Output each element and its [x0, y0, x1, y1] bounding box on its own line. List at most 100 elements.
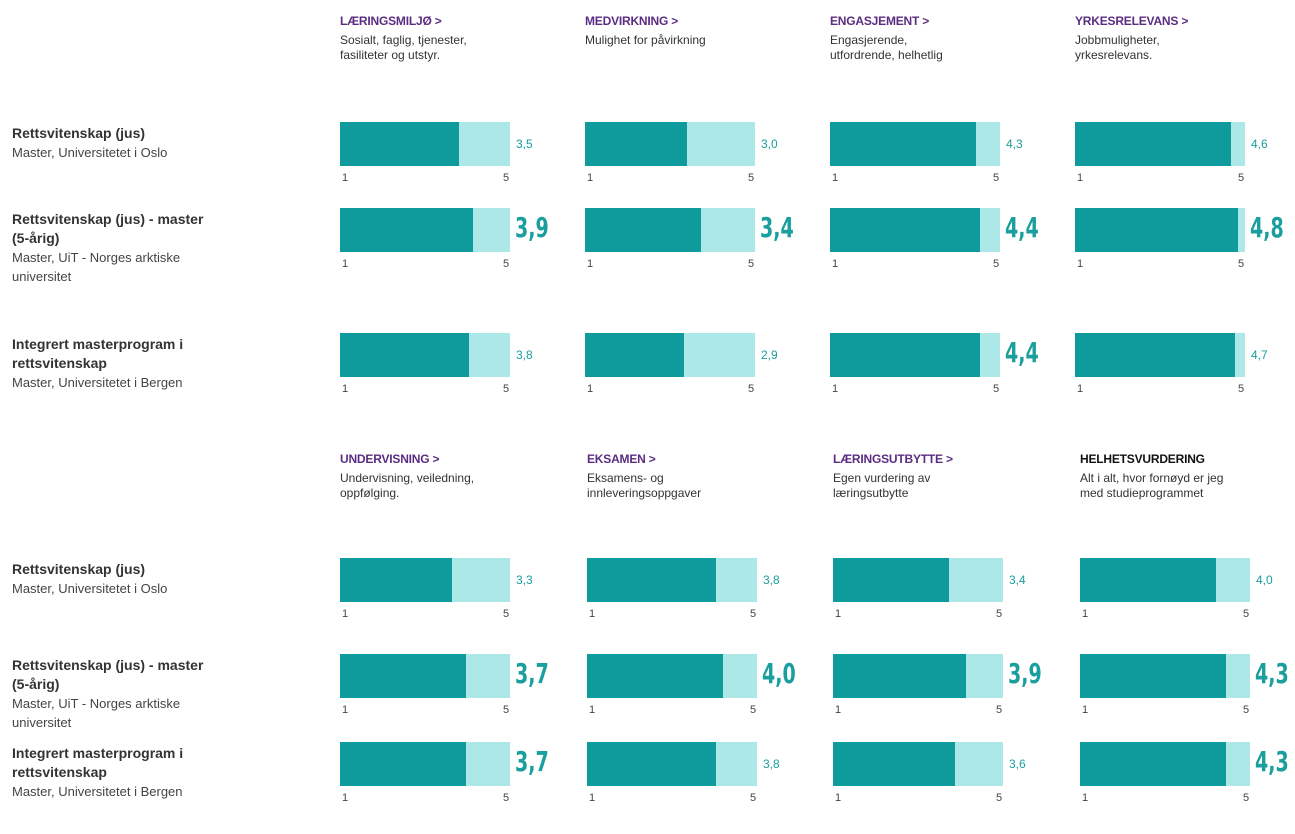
program-name: Rettsvitenskap (jus)	[12, 561, 146, 577]
score-label: 3,9	[1008, 657, 1042, 690]
scale-max: 5	[1243, 608, 1250, 620]
criterion-desc: Mulighet for påvirkning	[585, 33, 706, 47]
score-label: 4,3	[1006, 137, 1023, 151]
score-label: 3,8	[763, 757, 780, 771]
program-name: Rettsvitenskap (jus)	[12, 125, 146, 141]
score-label: 4,0	[1256, 573, 1273, 587]
scale-min: 1	[1082, 608, 1089, 620]
bar	[340, 122, 459, 166]
scale-min: 1	[342, 608, 349, 620]
program-name: Integrert masterprogram i	[12, 745, 184, 761]
scale-min: 1	[835, 608, 842, 620]
scale-max: 5	[748, 172, 755, 184]
scale-min: 1	[589, 704, 596, 716]
scale-max: 5	[503, 792, 510, 804]
scale-max: 5	[503, 172, 510, 184]
score-label: 4,0	[762, 657, 796, 690]
program-sub: Master, Universitetet i Bergen	[12, 375, 183, 390]
score-label: 4,3	[1255, 745, 1289, 778]
scale-max: 5	[750, 608, 757, 620]
bar	[1075, 208, 1239, 252]
scale-min: 1	[342, 792, 349, 804]
program-name: (5-årig)	[12, 676, 60, 692]
criterion-title[interactable]: UNDERVISNING >	[340, 452, 440, 466]
scale-max: 5	[996, 792, 1003, 804]
score-label: 4,7	[1251, 348, 1268, 362]
criterion-title[interactable]: YRKESRELEVANS >	[1075, 14, 1189, 28]
scale-min: 1	[587, 258, 594, 270]
scale-min: 1	[342, 383, 349, 395]
scale-min: 1	[1077, 383, 1084, 395]
scale-max: 5	[993, 172, 1000, 184]
program-sub: universitet	[12, 715, 72, 730]
scale-min: 1	[1082, 704, 1089, 716]
criterion-title[interactable]: EKSAMEN >	[587, 452, 656, 466]
scale-max: 5	[748, 258, 755, 270]
program-name: Integrert masterprogram i	[12, 336, 184, 352]
score-label: 4,4	[1005, 336, 1039, 369]
program-name: rettsvitenskap	[12, 355, 107, 371]
criterion-title[interactable]: LÆRINGSMILJØ >	[340, 14, 442, 28]
scale-min: 1	[342, 258, 349, 270]
score-label: 3,7	[515, 745, 549, 778]
scale-min: 1	[589, 792, 596, 804]
criterion-title[interactable]: LÆRINGSUTBYTTE >	[833, 452, 953, 466]
bar	[585, 208, 701, 252]
scale-max: 5	[750, 704, 757, 716]
scale-min: 1	[342, 704, 349, 716]
score-label: 3,4	[1009, 573, 1026, 587]
criterion-desc: læringsutbytte	[833, 486, 909, 500]
score-label: 3,8	[516, 348, 533, 362]
score-label: 4,8	[1250, 211, 1284, 244]
scale-max: 5	[1243, 792, 1250, 804]
bar	[830, 333, 980, 377]
criterion-desc: oppfølging.	[340, 486, 400, 500]
scale-min: 1	[832, 172, 839, 184]
criterion-title[interactable]: ENGASJEMENT >	[830, 14, 930, 28]
bar	[830, 122, 977, 166]
bar	[587, 742, 717, 786]
criterion-desc: Eksamens- og	[587, 471, 664, 485]
scale-min: 1	[342, 172, 349, 184]
score-label: 3,4	[760, 211, 794, 244]
bar	[1075, 122, 1232, 166]
bar	[1080, 558, 1216, 602]
program-sub: Master, Universitetet i Oslo	[12, 145, 168, 160]
scale-max: 5	[750, 792, 757, 804]
scale-max: 5	[1243, 704, 1250, 716]
score-label: 4,4	[1005, 211, 1039, 244]
scale-max: 5	[993, 258, 1000, 270]
bar	[340, 654, 466, 698]
criterion-title[interactable]: MEDVIRKNING >	[585, 14, 679, 28]
criterion-desc: yrkesrelevans.	[1075, 48, 1153, 62]
scale-min: 1	[1077, 172, 1084, 184]
criterion-desc: Alt i alt, hvor fornøyd er jeg	[1080, 471, 1224, 485]
program-sub: Master, Universitetet i Oslo	[12, 581, 168, 596]
score-label: 4,6	[1251, 137, 1268, 151]
scale-max: 5	[503, 383, 510, 395]
score-label: 3,5	[516, 137, 533, 151]
bar	[587, 654, 723, 698]
bar	[587, 558, 717, 602]
bar	[340, 558, 453, 602]
score-label: 3,0	[761, 137, 778, 151]
criterion-title: HELHETSVURDERING	[1080, 452, 1205, 466]
program-sub: Master, UiT - Norges arktiske	[12, 250, 181, 265]
criterion-desc: med studieprogrammet	[1080, 486, 1204, 500]
bar	[833, 654, 966, 698]
program-name: (5-årig)	[12, 230, 60, 246]
scale-max: 5	[1238, 383, 1245, 395]
criterion-desc: fasiliteter og utstyr.	[340, 48, 441, 62]
program-name: Rettsvitenskap (jus) - master	[12, 211, 204, 227]
score-label: 3,8	[763, 573, 780, 587]
scale-max: 5	[996, 608, 1003, 620]
bar	[1080, 654, 1227, 698]
scale-min: 1	[832, 258, 839, 270]
score-label: 3,6	[1009, 757, 1026, 771]
score-label: 4,3	[1255, 657, 1289, 690]
scale-min: 1	[832, 383, 839, 395]
program-sub: Master, Universitetet i Bergen	[12, 784, 183, 799]
scale-min: 1	[835, 704, 842, 716]
bar	[340, 742, 466, 786]
criterion-desc: Egen vurdering av	[833, 471, 931, 485]
